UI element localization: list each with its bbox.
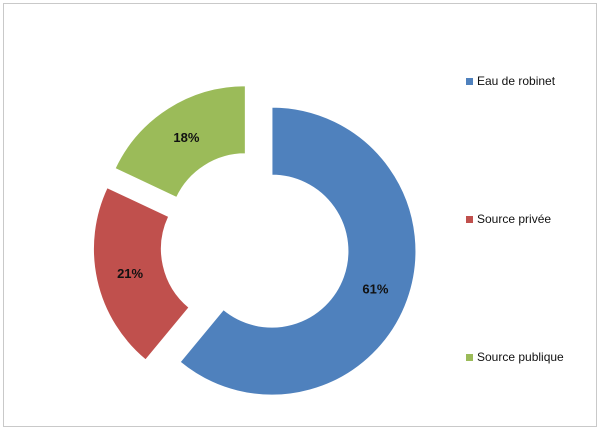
chart-frame: 61% 21% 18% Eau de robinet Source privée Sou… <box>3 3 597 427</box>
legend-swatch <box>466 216 473 223</box>
legend-swatch <box>466 78 473 85</box>
legend-item: Source publique <box>466 350 564 364</box>
slice-value-label: 18% <box>173 130 199 145</box>
legend-item: Source privée <box>466 212 551 226</box>
slice-value-label: 61% <box>362 281 388 296</box>
legend-label: Eau de robinet <box>477 74 555 88</box>
slice-value-label: 21% <box>117 266 143 281</box>
legend-item: Eau de robinet <box>466 74 555 88</box>
legend-label: Source privée <box>477 212 551 226</box>
legend-label: Source publique <box>477 350 564 364</box>
legend-swatch <box>466 354 473 361</box>
